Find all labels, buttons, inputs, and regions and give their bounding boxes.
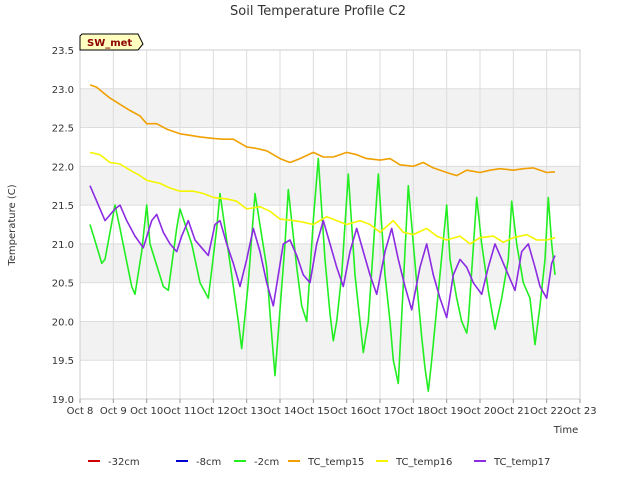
legend-label-tc-temp15: TC_temp15 — [307, 457, 364, 468]
site-badge-box — [79, 33, 144, 51]
x-tick-label: Oct 14 — [263, 406, 296, 417]
y-tick-label: 21.0 — [52, 240, 74, 251]
series-line-tc-temp16 — [89, 151, 556, 245]
plot-frame — [79, 49, 581, 400]
y-tick-label: 23.5 — [52, 46, 74, 57]
legend-label-2cm: -2cm — [254, 457, 279, 468]
x-tick-label: Oct 9 — [100, 406, 127, 417]
x-tick-label: Oct 22 — [530, 406, 563, 417]
chart-title: Soil Temperature Profile C2 — [230, 4, 406, 19]
y-tick-label: 19.5 — [52, 356, 74, 367]
series-line-2cm — [89, 157, 556, 393]
background-band — [80, 243, 580, 283]
y-axis-ticks: 19.0 19.5 20.0 20.5 21.0 21.5 22.0 22.5 23.0 23.5 — [52, 46, 74, 406]
legend-label-tc-temp16: TC_temp16 — [395, 457, 452, 468]
site-label: SW_met — [87, 38, 132, 49]
x-tick-label: Oct 23 — [563, 406, 596, 417]
x-tick-label: Oct 17 — [363, 406, 396, 417]
y-tick-label: 21.5 — [52, 201, 74, 212]
background-band — [80, 50, 580, 89]
x-tick-label: Oct 15 — [297, 406, 330, 417]
y-tick-label: 22.0 — [52, 162, 74, 173]
x-tick-label: Oct 13 — [230, 406, 263, 417]
x-tick-label: Oct 19 — [430, 406, 463, 417]
legend: -32cm -8cm -2cm TC_temp15 TC_temp16 TC_temp17 — [88, 457, 550, 468]
y-tick-label: 19.0 — [52, 395, 74, 406]
x-axis-label: Time — [553, 425, 578, 436]
y-tick-label: 20.5 — [52, 279, 74, 290]
y-tick-label: 20.0 — [52, 317, 74, 328]
x-tick-label: Oct 20 — [463, 406, 496, 417]
background-band — [80, 88, 580, 128]
background-band — [80, 127, 580, 167]
x-tick-label: Oct 11 — [163, 406, 196, 417]
x-axis-ticks: Oct 8 Oct 9 Oct 10 Oct 11 Oct 12 Oct 13 Oct 14… — [67, 399, 597, 417]
x-tick-label: Oct 12 — [197, 406, 230, 417]
legend-label-8cm: -8cm — [196, 457, 221, 468]
legend-label-tc-temp17: TC_temp17 — [493, 457, 550, 468]
x-tick-label: Oct 10 — [130, 406, 163, 417]
plot-background-bands — [80, 50, 580, 399]
y-axis-label: Temperature (C) — [7, 184, 18, 266]
background-band — [80, 166, 580, 206]
background-band — [80, 321, 580, 361]
x-tick-label: Oct 8 — [67, 406, 94, 417]
site-badge: SW_met — [79, 33, 144, 51]
x-tick-label: Oct 21 — [497, 406, 530, 417]
legend-label-32cm: -32cm — [108, 457, 140, 468]
x-tick-label: Oct 16 — [330, 406, 363, 417]
y-tick-label: 23.0 — [52, 85, 74, 96]
x-tick-label: Oct 18 — [397, 406, 430, 417]
y-tick-label: 22.5 — [52, 124, 74, 135]
background-band — [80, 360, 580, 399]
background-band — [80, 205, 580, 244]
series-lines — [89, 84, 556, 393]
series-line-tc-temp17 — [89, 185, 556, 319]
series-line-tc-temp15 — [89, 84, 556, 177]
